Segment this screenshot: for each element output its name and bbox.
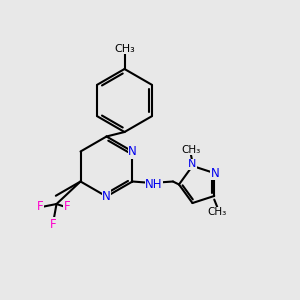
Text: F: F bbox=[50, 218, 57, 231]
Text: NH: NH bbox=[145, 178, 163, 191]
Text: F: F bbox=[36, 200, 43, 214]
Text: CH₃: CH₃ bbox=[114, 44, 135, 54]
Text: N: N bbox=[211, 167, 220, 179]
Text: N: N bbox=[188, 160, 196, 170]
Text: N: N bbox=[102, 190, 111, 203]
Text: CH₃: CH₃ bbox=[181, 145, 201, 155]
Text: N: N bbox=[128, 145, 137, 158]
Text: CH₃: CH₃ bbox=[208, 207, 227, 217]
Text: F: F bbox=[64, 200, 70, 214]
